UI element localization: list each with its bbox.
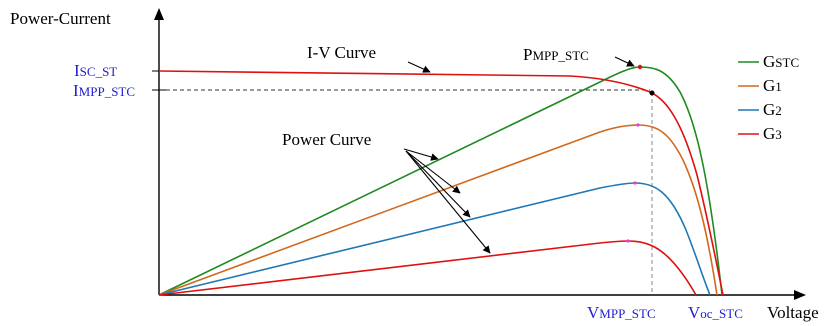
y-axis-arrow-icon	[154, 8, 164, 20]
x-axis-label: Voltage	[767, 303, 819, 322]
svg-text:G2: G2	[763, 100, 782, 119]
g2-mpp-marker	[633, 181, 637, 185]
x-axis-arrow-icon	[794, 290, 806, 300]
legend-item-g2: G2	[738, 100, 782, 119]
power-curve-arrow-g1	[405, 150, 461, 194]
power-curve-arrow-gstc	[403, 148, 439, 161]
pmpp-marker	[637, 64, 643, 70]
impp-label: IMPP_STC	[73, 81, 135, 100]
legend-item-gstc: GSTC	[738, 52, 799, 71]
svg-text:G3: G3	[763, 124, 782, 143]
pmpp-arrow	[614, 56, 635, 67]
legend-item-g1: G1	[738, 76, 782, 95]
vmpp-label: VMPP_STC	[587, 303, 656, 322]
svg-text:GSTC: GSTC	[763, 52, 799, 71]
g1-mpp-marker	[636, 123, 640, 127]
y-axis-label: Power-Current	[10, 9, 111, 28]
isc-label: ISC_ST	[74, 61, 117, 80]
power-curve-g2	[158, 182, 711, 296]
iv-curve-arrow	[407, 61, 431, 73]
svg-text:G1: G1	[763, 76, 782, 95]
iv-curve	[158, 70, 724, 296]
g3-mpp-marker	[626, 239, 630, 243]
legend-item-g3: G3	[738, 124, 782, 143]
impp-marker	[649, 90, 655, 96]
power-curve-arrow-g2	[405, 150, 471, 218]
power-curve-g3	[158, 240, 697, 296]
legend: GSTC G1 G2 G3	[738, 52, 799, 143]
voc-label: Voc_STC	[688, 303, 743, 322]
power-curve-gstc	[158, 66, 723, 296]
pmpp-label: PMPP_STC	[523, 45, 589, 64]
iv-curve-label: I-V Curve	[307, 43, 376, 62]
power-curve-label: Power Curve	[282, 130, 371, 149]
power-curve-arrow-g3	[405, 150, 491, 254]
power-curve-g1	[158, 124, 718, 296]
